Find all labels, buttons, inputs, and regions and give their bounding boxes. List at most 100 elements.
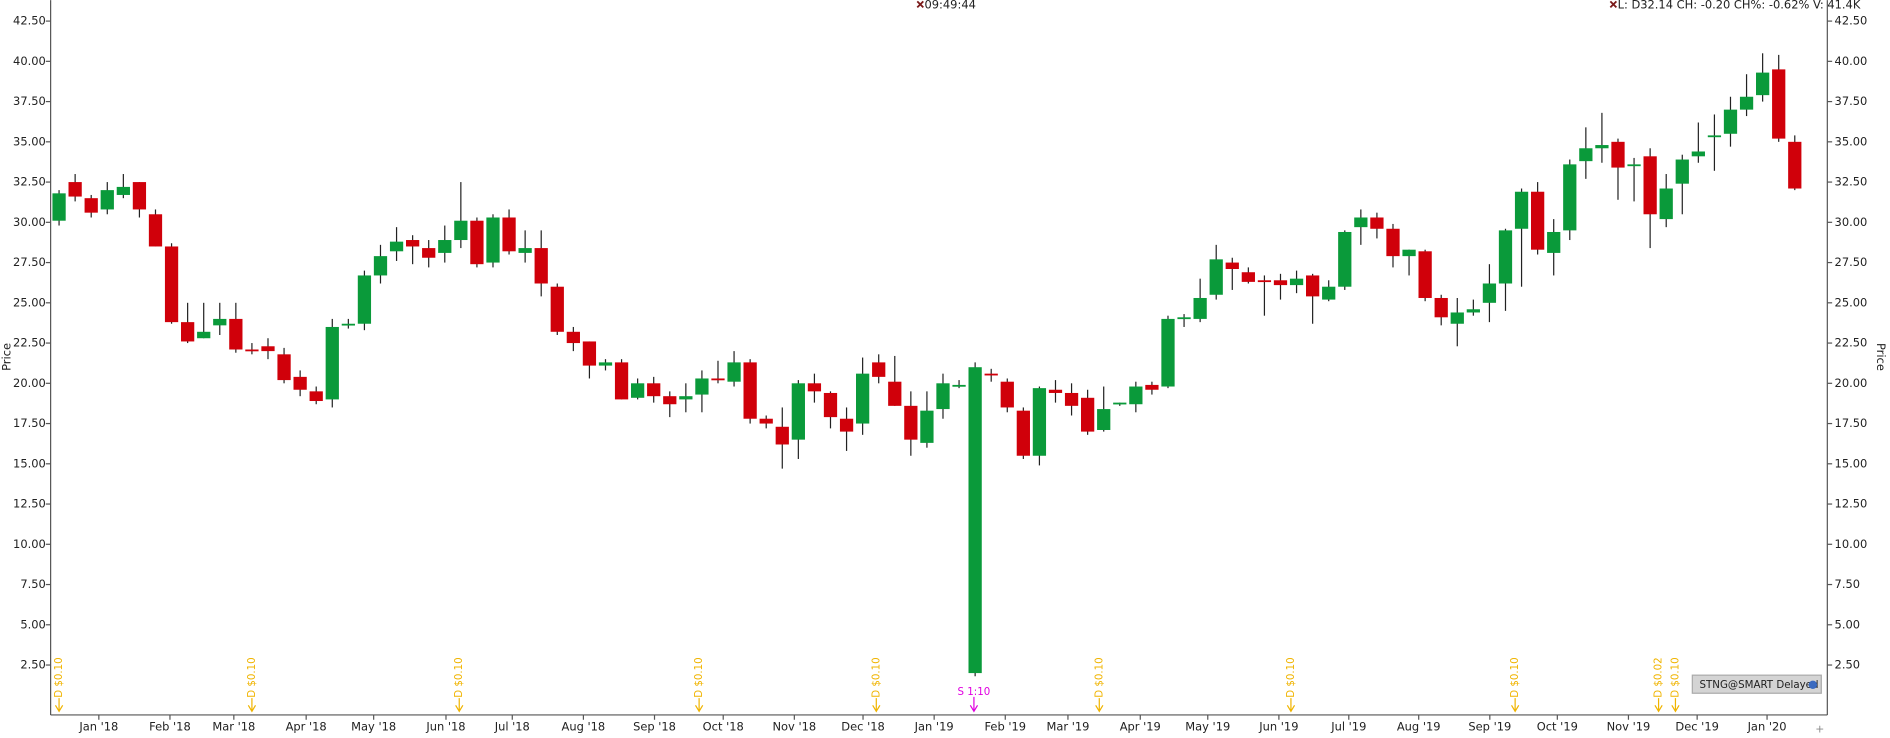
y2-tick-label: 20.00 (1835, 376, 1868, 390)
candle-body (341, 323, 355, 326)
candle-body (888, 381, 902, 406)
corner-icon[interactable]: + (1815, 722, 1824, 735)
x-tick-label: Sep '18 (633, 719, 676, 733)
x-tick-label: Sep '19 (1468, 719, 1511, 733)
y-tick-label: 40.00 (13, 54, 46, 68)
candle-body (1627, 164, 1641, 167)
x-tick-label: Mar '18 (212, 719, 255, 733)
candle-body (148, 214, 163, 247)
y2-tick-label: 37.50 (1835, 94, 1868, 108)
x-tick-label: May '18 (351, 719, 396, 733)
x-tick-label: Apr '18 (286, 719, 327, 733)
candle-body (1081, 397, 1095, 432)
y-tick-label: 15.00 (13, 456, 46, 470)
candle-body (1306, 275, 1320, 297)
candle-body (1048, 389, 1063, 393)
y-tick-label: 22.50 (13, 336, 46, 350)
candle-body (1514, 191, 1529, 229)
x-tick-label: Jun '18 (425, 719, 465, 733)
candle-body (1000, 381, 1014, 408)
y-tick-label: 2.50 (20, 658, 45, 672)
candle-body (1466, 309, 1480, 313)
candle-body (1418, 251, 1432, 298)
candle-body (132, 182, 147, 210)
candle-body (1289, 278, 1304, 286)
candle-body (438, 240, 452, 253)
candle-body (968, 367, 982, 674)
y-tick-label: 17.50 (13, 416, 46, 430)
y2-tick-label: 17.50 (1835, 416, 1868, 430)
candle-body (1739, 96, 1754, 110)
candle-body (325, 326, 339, 400)
y2-tick-label: 25.00 (1835, 295, 1868, 309)
x-tick-label: Jun '19 (1258, 719, 1298, 733)
candle-body (357, 275, 372, 324)
dividend-marker: D $0.10 (1093, 657, 1105, 713)
x-tick-label: Aug '19 (1397, 719, 1441, 733)
candle-body (502, 217, 516, 252)
candle-body (1129, 386, 1143, 405)
dividend-label: D $0.10 (870, 657, 882, 697)
candle-body (486, 217, 500, 263)
candle-body (647, 383, 661, 397)
candle-body (759, 418, 773, 424)
candle-body (1386, 228, 1400, 257)
candle-body (309, 391, 323, 402)
candle-body (100, 190, 114, 210)
candle-body (1563, 164, 1577, 231)
x-tick-label: Oct '18 (703, 719, 744, 733)
y2-tick-label: 2.50 (1835, 658, 1860, 672)
candle-body (470, 220, 484, 265)
y2-tick-label: 7.50 (1835, 577, 1860, 591)
y2-tick-label: 42.50 (1835, 14, 1868, 28)
candle-body (1595, 145, 1609, 149)
y-tick-label: 27.50 (13, 255, 46, 269)
candle-body (823, 392, 838, 418)
candle-body (68, 182, 82, 197)
x-tick-label: Aug '18 (562, 719, 606, 733)
dividend-arrow (1671, 698, 1680, 713)
dividend-marker: D $0.10 (246, 657, 258, 713)
dividend-marker: D $0.02 (1653, 657, 1665, 713)
quote-marker: L: D32.14 CH: -0.20 CH%: -0.62% V: 41.4K (1609, 0, 1861, 11)
symbol-badge: STNG@SMART Delayed (1691, 674, 1822, 694)
candle-body (1097, 409, 1111, 430)
candle-body (1032, 388, 1047, 456)
dividend-arrow (694, 698, 704, 713)
candle-body (1225, 262, 1239, 270)
candle-body (872, 362, 886, 377)
candle-body (1016, 410, 1030, 456)
candle-body (293, 376, 307, 390)
y2-tick-label: 27.50 (1835, 255, 1868, 269)
candle-body (1498, 230, 1513, 284)
candle-body (1145, 384, 1159, 390)
candle-body (936, 383, 950, 410)
candle-body (695, 378, 709, 395)
candle-body (1723, 109, 1738, 134)
y-tick-label: 25.00 (13, 295, 46, 309)
y-tick-label: 30.00 (13, 215, 46, 229)
y2-tick-label: 22.50 (1835, 336, 1868, 350)
x-tick-label: Feb '18 (149, 719, 191, 733)
y2-tick-label: 40.00 (1835, 54, 1868, 68)
candle-body (406, 240, 420, 247)
candle-body (1788, 141, 1802, 189)
candle-body (229, 318, 243, 350)
x-tick-label: Dec '19 (1675, 719, 1718, 733)
candle-body (1643, 156, 1657, 215)
candle-body (389, 241, 404, 252)
split-label: S 1:10 (958, 686, 991, 698)
candle-body (1707, 135, 1722, 138)
candle-body (164, 246, 179, 323)
candle-body (213, 318, 227, 326)
candle-body (904, 405, 918, 440)
x-tick-label: Jan '19 (914, 719, 954, 733)
candle-body (1113, 402, 1127, 405)
candle-body (1322, 286, 1336, 300)
dividend-label: D $0.10 (453, 657, 465, 697)
x-tick-label: Jan '18 (78, 719, 118, 733)
candle-body (566, 331, 580, 344)
candle-body (727, 362, 741, 382)
x-tick-label: May '19 (1185, 719, 1230, 733)
